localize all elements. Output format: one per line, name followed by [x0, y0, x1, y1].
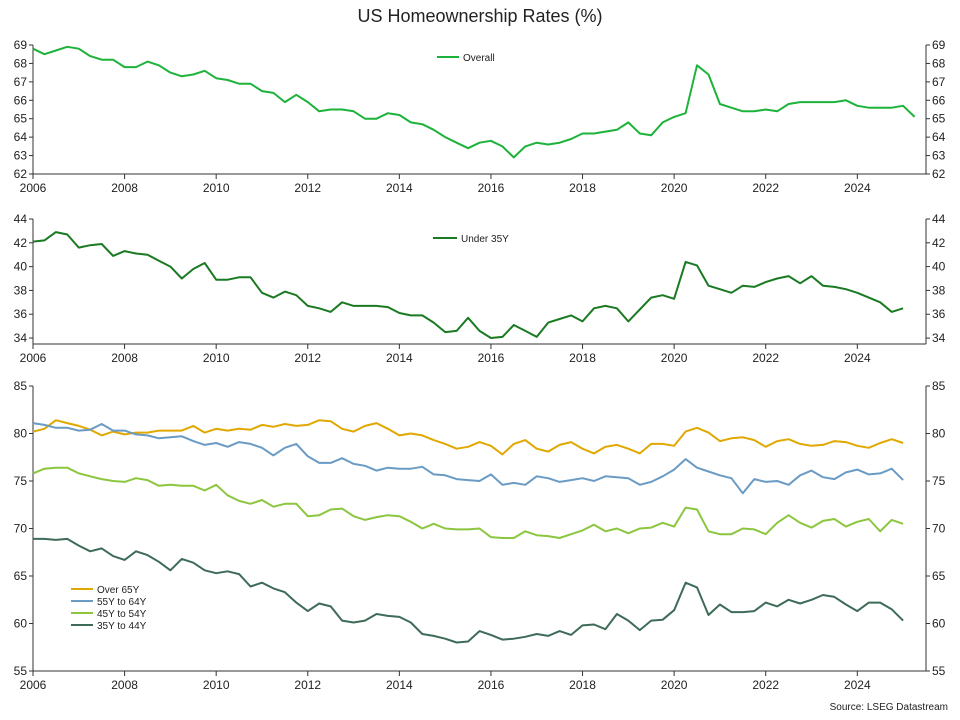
x-tick-label: 2022 [752, 181, 779, 195]
x-tick-label: 2012 [294, 351, 321, 365]
chart-panel-1: 62 62 63 63 64 64 65 65 66 66 67 67 68 68 69 69 2006 2008… [14, 38, 946, 195]
y-tick-label-right: 55 [932, 664, 946, 678]
x-tick-label: 2016 [478, 181, 505, 195]
x-tick-label: 2020 [661, 678, 688, 692]
series-line-overall [32, 45, 916, 159]
x-tick-label: 2012 [294, 181, 321, 195]
y-tick-label-left: 75 [14, 474, 28, 488]
x-tick-label: 2016 [478, 678, 505, 692]
y-tick-label-left: 65 [14, 112, 28, 126]
legend-label: 35Y to 44Y [97, 621, 147, 632]
y-tick-label-left: 60 [14, 617, 28, 631]
x-tick-label: 2014 [386, 351, 413, 365]
y-tick-label-right: 64 [932, 130, 946, 144]
chart-title: US Homeownership Rates (%) [357, 6, 603, 26]
x-tick-label: 2012 [294, 678, 321, 692]
x-tick-label: 2020 [661, 351, 688, 365]
y-tick-label-right: 68 [932, 56, 946, 70]
y-tick-label-right: 66 [932, 93, 946, 107]
x-tick-label: 2014 [386, 181, 413, 195]
y-tick-label-left: 70 [14, 522, 28, 536]
x-tick-label: 2008 [111, 678, 138, 692]
y-tick-label-left: 40 [14, 260, 28, 274]
y-tick-label-left: 55 [14, 664, 28, 678]
y-tick-label-left: 42 [14, 236, 28, 250]
y-tick-label-left: 69 [14, 38, 28, 52]
y-tick-label-right: 67 [932, 75, 946, 89]
x-tick-label: 2010 [203, 351, 230, 365]
chart-panel-2: 34 34 36 36 38 38 40 40 42 42 44 44 2006 2008 2010 2012… [14, 212, 946, 365]
y-tick-label-left: 36 [14, 307, 28, 321]
x-tick-label: 2008 [111, 181, 138, 195]
y-tick-label-right: 38 [932, 283, 946, 297]
y-tick-label-right: 65 [932, 569, 946, 583]
y-tick-label-right: 63 [932, 149, 946, 163]
legend-label: 55Y to 64Y [97, 597, 147, 608]
x-tick-label: 2024 [844, 351, 871, 365]
x-tick-label: 2022 [752, 678, 779, 692]
x-tick-label: 2024 [844, 678, 871, 692]
y-tick-label-right: 44 [932, 212, 946, 226]
y-tick-label-left: 66 [14, 93, 28, 107]
x-tick-label: 2016 [478, 351, 505, 365]
y-tick-label-right: 75 [932, 474, 946, 488]
y-tick-label-right: 36 [932, 307, 946, 321]
y-tick-label-left: 67 [14, 75, 28, 89]
y-tick-label-left: 62 [14, 167, 28, 181]
y-tick-label-right: 69 [932, 38, 946, 52]
x-tick-label: 2018 [569, 678, 596, 692]
x-tick-label: 2024 [844, 181, 871, 195]
y-tick-label-right: 80 [932, 427, 946, 441]
y-tick-label-right: 34 [932, 331, 946, 345]
y-tick-label-right: 65 [932, 112, 946, 126]
y-tick-label-right: 60 [932, 617, 946, 631]
y-tick-label-left: 85 [14, 379, 28, 393]
legend-label: Over 65Y [97, 585, 140, 596]
legend-label: Overall [463, 53, 495, 64]
x-tick-label: 2018 [569, 181, 596, 195]
y-tick-label-right: 85 [932, 379, 946, 393]
y-tick-label-left: 34 [14, 331, 28, 345]
x-tick-label: 2020 [661, 181, 688, 195]
series-line-under-35y [32, 231, 904, 339]
x-tick-label: 2022 [752, 351, 779, 365]
series-line-55y-to-64y [32, 422, 904, 495]
x-tick-label: 2006 [20, 181, 47, 195]
chart-panel-3: 55 55 60 60 65 65 70 70 75 75 80 80 85 85 2006 2008 2010… [14, 379, 946, 692]
y-tick-label-left: 63 [14, 149, 28, 163]
y-tick-label-right: 42 [932, 236, 946, 250]
y-tick-label-left: 68 [14, 56, 28, 70]
series-line-45y-to-54y [32, 466, 904, 539]
y-tick-label-right: 62 [932, 167, 946, 181]
x-tick-label: 2006 [20, 678, 47, 692]
y-tick-label-right: 40 [932, 260, 946, 274]
legend-label: Under 35Y [461, 234, 509, 245]
x-tick-label: 2006 [20, 351, 47, 365]
y-tick-label-right: 70 [932, 522, 946, 536]
series-line-35y-to-44y [33, 537, 904, 644]
x-tick-label: 2010 [203, 181, 230, 195]
x-tick-label: 2008 [111, 351, 138, 365]
series-line-over-65y [32, 419, 904, 456]
y-tick-label-left: 38 [14, 283, 28, 297]
x-tick-label: 2018 [569, 351, 596, 365]
y-tick-label-left: 44 [14, 212, 28, 226]
legend-label: 45Y to 54Y [97, 609, 147, 620]
y-tick-label-left: 64 [14, 130, 28, 144]
source-note: Source: LSEG Datastream [829, 702, 948, 713]
x-tick-label: 2014 [386, 678, 413, 692]
x-tick-label: 2010 [203, 678, 230, 692]
y-tick-label-left: 65 [14, 569, 28, 583]
y-tick-label-left: 80 [14, 427, 28, 441]
